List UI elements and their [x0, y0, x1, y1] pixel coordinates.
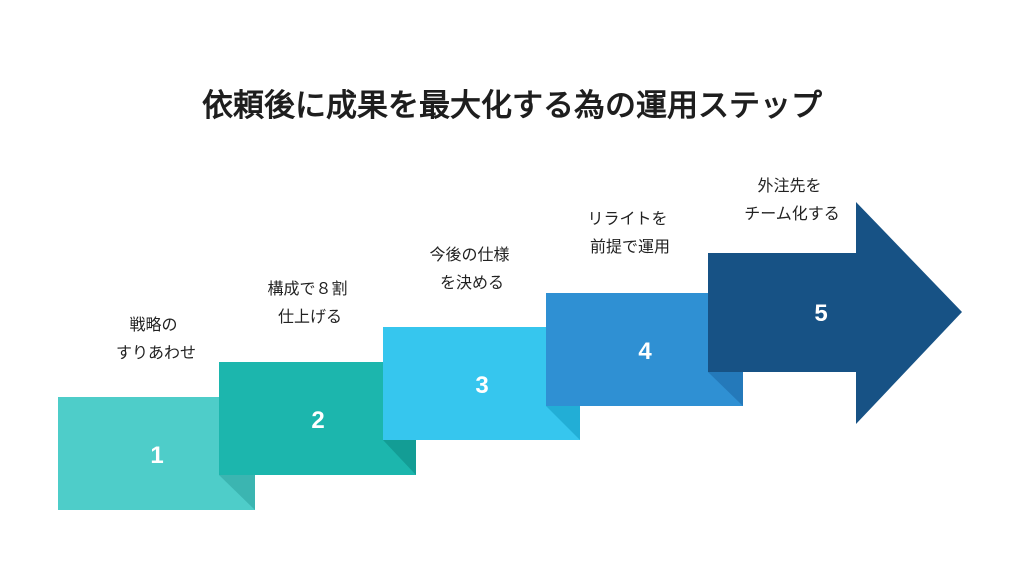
- step-4-number: 4: [638, 338, 652, 365]
- step-2-label-line-2: 仕上げる: [278, 307, 342, 326]
- step-4-label-line-1: リライトを: [587, 209, 667, 228]
- step-3-number: 3: [475, 372, 488, 399]
- step-2-number: 2: [311, 407, 324, 434]
- step-5-label-line-2: チーム化する: [744, 204, 840, 223]
- step-3-label: 今後の仕様 を決める: [429, 245, 514, 292]
- step-3-label-line-1: 今後の仕様: [429, 245, 509, 264]
- step-5-label: 外注先を チーム化する: [744, 176, 840, 223]
- step-4-label-line-2: 前提で運用: [590, 237, 670, 256]
- step-1-label-line-1: 戦略の: [129, 315, 177, 334]
- step-5-number: 5: [814, 300, 827, 327]
- step-2-label: 構成で８割 仕上げる: [267, 279, 352, 326]
- step-1-label: 戦略の すりあわせ: [116, 315, 196, 362]
- step-3-fold-shadow: [383, 440, 416, 475]
- step-4-label: リライトを 前提で運用: [587, 209, 672, 256]
- step-2-fold-shadow: [219, 475, 255, 510]
- step-5: 5 外注先を チーム化する: [708, 176, 962, 424]
- step-4-fold-shadow: [546, 406, 580, 440]
- page-title: 依頼後に成果を最大化する為の運用ステップ: [202, 88, 823, 124]
- step-1-label-line-2: すりあわせ: [116, 343, 196, 362]
- step-2-label-line-1: 構成で８割: [267, 279, 347, 298]
- step-5-arrow: [708, 202, 962, 424]
- step-5-label-line-1: 外注先を: [757, 176, 821, 195]
- step-5-fold-shadow: [708, 372, 743, 406]
- step-3-label-line-2: を決める: [440, 273, 504, 292]
- step-1-number: 1: [150, 442, 163, 469]
